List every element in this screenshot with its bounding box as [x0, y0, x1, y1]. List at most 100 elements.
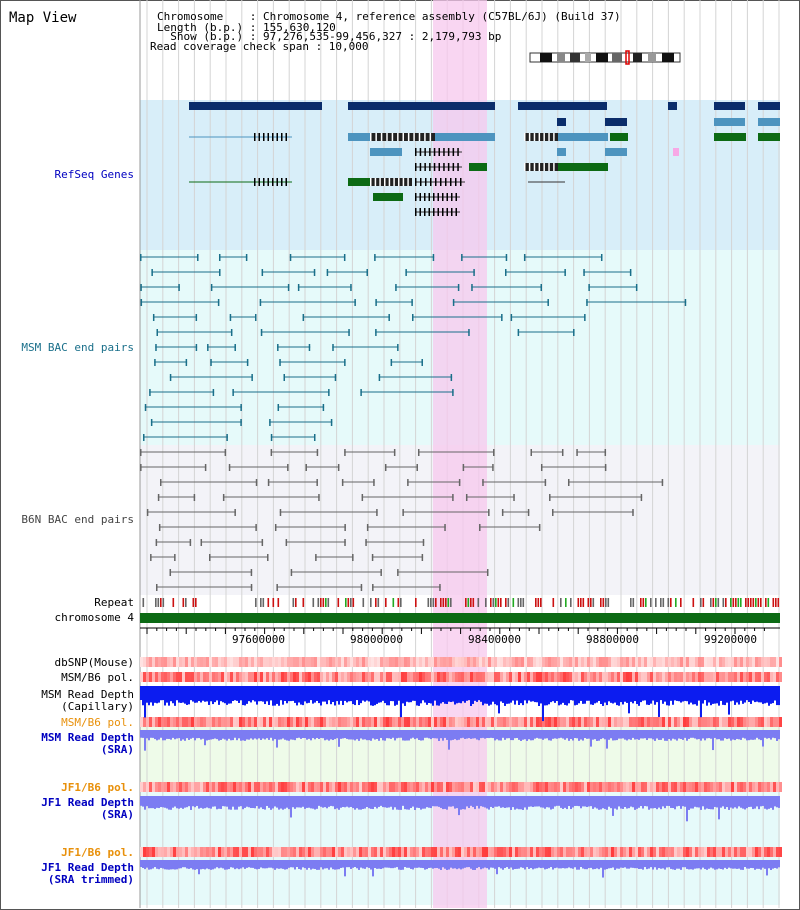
- depth-bar: [152, 686, 154, 706]
- bac-end: [450, 374, 453, 381]
- polymorphism-cell: [704, 672, 707, 682]
- polymorphism-cell: [191, 847, 194, 857]
- depth-bar: [380, 730, 382, 738]
- polymorphism-cell: [452, 847, 455, 857]
- depth-bar: [150, 860, 152, 870]
- depth-bar: [302, 730, 304, 738]
- depth-bar: [720, 686, 722, 701]
- polymorphism-cell: [500, 847, 503, 857]
- polymorphism-cell: [713, 672, 716, 682]
- depth-bar: [506, 730, 508, 739]
- polymorphism-cell: [539, 672, 542, 682]
- depth-bar: [724, 860, 726, 868]
- repeat-track[interactable]: [142, 598, 780, 607]
- depth-bar: [538, 796, 540, 807]
- polymorphism-cell: [656, 657, 659, 667]
- polymorphism-cell: [626, 672, 629, 682]
- polymorphism-cell: [221, 672, 224, 682]
- selected-region-highlight[interactable]: [433, 0, 487, 908]
- depth-bar: [610, 796, 612, 809]
- depth-bar: [196, 860, 198, 870]
- polymorphism-cell: [776, 657, 779, 667]
- depth-bar: [728, 860, 730, 868]
- polymorphism-cell: [503, 782, 506, 792]
- depth-bar: [504, 686, 506, 706]
- repeat-element: [260, 598, 262, 607]
- polymorphism-cell: [701, 672, 704, 682]
- polymorphism-cell: [614, 672, 617, 682]
- bac-end: [344, 524, 346, 531]
- depth-bar: [388, 686, 390, 706]
- repeat-element: [640, 598, 642, 607]
- polymorphism-cell: [635, 672, 638, 682]
- depth-bar: [596, 686, 598, 703]
- polymorphism-cell: [695, 847, 698, 857]
- depth-bar: [662, 796, 664, 807]
- depth-bar: [228, 796, 230, 810]
- bac-end: [232, 389, 234, 396]
- depth-bar: [432, 730, 434, 739]
- polymorphism-cell: [212, 657, 215, 667]
- polymorphism-cell: [533, 717, 536, 727]
- polymorphism-cell: [239, 782, 242, 792]
- polymorphism-cell: [599, 672, 602, 682]
- polymorphism-cell: [473, 657, 476, 667]
- bac-end: [146, 509, 149, 516]
- depth-bar: [732, 796, 734, 809]
- polymorphism-cell: [296, 717, 299, 727]
- depth-bar: [430, 796, 432, 809]
- refseq-genes-track[interactable]: [189, 102, 780, 216]
- depth-bar: [168, 686, 170, 706]
- gene-exon: [455, 208, 457, 216]
- polymorphism-cell: [647, 657, 650, 667]
- gene-exon: [418, 133, 421, 141]
- polymorphism-cell: [461, 847, 464, 857]
- repeat-element: [292, 598, 295, 607]
- depth-bar: [160, 686, 162, 701]
- depth-bar: [392, 730, 394, 738]
- depth-bar: [624, 730, 626, 740]
- polymorphism-cell: [593, 782, 596, 792]
- depth-bar: [728, 686, 730, 715]
- depth-bar: [340, 730, 342, 739]
- bac-end: [412, 314, 414, 321]
- depth-bar: [482, 730, 484, 738]
- depth-bar: [764, 796, 766, 809]
- polymorphism-cell: [155, 672, 158, 682]
- depth-bar: [324, 730, 326, 741]
- polymorphism-cell: [569, 672, 572, 682]
- gene-exon: [391, 133, 394, 141]
- depth-bar: [304, 686, 306, 702]
- depth-bar: [386, 730, 388, 739]
- depth-bar: [316, 730, 318, 738]
- polymorphism-cell: [437, 847, 440, 857]
- depth-bar: [530, 796, 532, 807]
- polymorphism-cell: [161, 847, 164, 857]
- depth-bar: [632, 860, 634, 868]
- depth-bar: [592, 686, 594, 705]
- gene-feature: [605, 118, 627, 126]
- depth-bar: [446, 730, 448, 740]
- repeat-element: [317, 598, 320, 607]
- depth-bar: [204, 796, 206, 809]
- gene-exon: [398, 178, 400, 186]
- repeat-element: [195, 598, 197, 607]
- depth-bar: [322, 860, 324, 870]
- chromosome-ideogram[interactable]: [529, 50, 681, 65]
- bac-end: [527, 509, 530, 516]
- polymorphism-cell: [440, 657, 443, 667]
- gene-exon: [435, 178, 437, 186]
- depth-bar: [264, 686, 266, 705]
- depth-bar: [202, 796, 204, 809]
- msm-bac-pairs-track[interactable]: [140, 254, 687, 441]
- polymorphism-cell: [503, 657, 506, 667]
- polymorphism-cell: [251, 782, 254, 792]
- polymorphism-cell: [674, 847, 677, 857]
- bac-end: [261, 269, 264, 276]
- polymorphism-cell: [368, 782, 371, 792]
- depth-bar: [510, 860, 512, 868]
- b6n-bac-pairs-track[interactable]: [140, 449, 664, 591]
- depth-bar: [762, 860, 764, 868]
- polymorphism-cell: [707, 847, 710, 857]
